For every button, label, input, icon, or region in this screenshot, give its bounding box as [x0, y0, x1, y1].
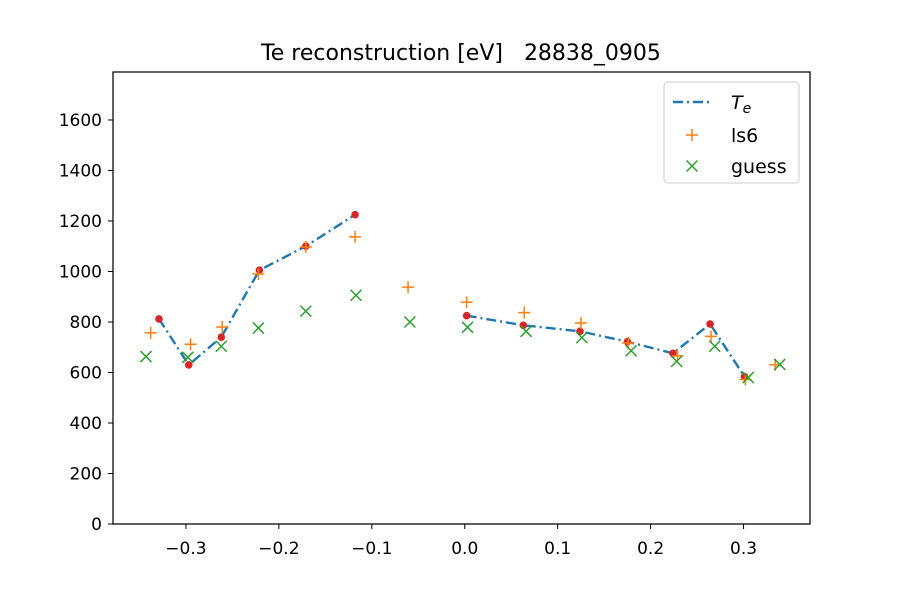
x-tick-label: −0.3	[165, 539, 206, 559]
ls6-point	[144, 326, 157, 339]
x-tick-label: 0.0	[451, 539, 478, 559]
ls6-point	[518, 306, 531, 319]
x-tick-label: 0.2	[637, 539, 664, 559]
guess-point	[139, 350, 153, 363]
ls6-point	[299, 240, 312, 253]
te-point	[462, 311, 471, 320]
guess-point	[625, 344, 638, 357]
x-axis: −0.3 −0.2 −0.1 0.0 0.1 0.2 0.3	[165, 524, 757, 559]
te-point	[623, 337, 632, 346]
guess-point	[575, 331, 588, 344]
ls6-point	[252, 268, 265, 281]
te-point	[255, 266, 264, 275]
y-tick-label: 0	[91, 515, 102, 535]
ls6-point	[216, 321, 229, 334]
axes-frame	[112, 71, 811, 525]
y-tick-label: 400	[70, 414, 102, 434]
ls6-point	[705, 330, 718, 343]
legend-box	[663, 81, 800, 184]
ls6-point	[349, 230, 362, 243]
te-point	[351, 210, 359, 219]
guess-point	[773, 358, 786, 371]
guess-point	[181, 351, 194, 364]
x-tick-label: −0.1	[351, 539, 392, 559]
guess-point	[403, 315, 416, 329]
chart-title: Te reconstruction [eV] 28838_0905	[260, 41, 661, 66]
guess-point	[742, 371, 755, 384]
y-tick-label: 600	[70, 363, 102, 383]
legend-guess-marker	[685, 159, 699, 173]
ls6-point	[184, 338, 197, 351]
te-point	[217, 333, 226, 341]
guess-point	[299, 305, 312, 318]
guess-point	[670, 355, 683, 368]
y-axis: 0 200 400 600 800 1000 1200 1400 1600	[59, 111, 113, 535]
y-tick-label: 1400	[59, 161, 102, 181]
guess-point	[349, 289, 363, 302]
guess-point	[252, 322, 265, 335]
guess-point	[708, 340, 721, 353]
legend-label-ls6: ls6	[731, 125, 758, 147]
guess-point	[215, 340, 228, 353]
legend-label-guess: guess	[731, 156, 787, 178]
guess-point	[461, 321, 474, 334]
y-tick-label: 1600	[59, 111, 102, 131]
y-tick-label: 200	[70, 464, 102, 484]
y-tick-label: 1000	[59, 262, 102, 282]
ls6-point	[460, 296, 473, 309]
guess-point	[520, 325, 533, 338]
legend-ls6-marker	[686, 129, 698, 141]
te-point	[706, 320, 714, 328]
ls6-point	[574, 316, 587, 329]
plot-area	[139, 210, 786, 386]
x-tick-label: 0.3	[730, 539, 757, 559]
ls6-point	[402, 281, 415, 294]
y-tick-label: 800	[70, 313, 102, 333]
x-tick-label: 0.1	[544, 539, 571, 559]
legend: Te ls6 guess	[663, 81, 800, 184]
y-tick-label: 1200	[59, 212, 102, 232]
legend-label-te: Te	[731, 92, 751, 117]
te-point	[184, 361, 193, 369]
te-line	[157, 213, 356, 367]
x-tick-label: −0.2	[258, 539, 299, 559]
te-point	[155, 315, 163, 323]
